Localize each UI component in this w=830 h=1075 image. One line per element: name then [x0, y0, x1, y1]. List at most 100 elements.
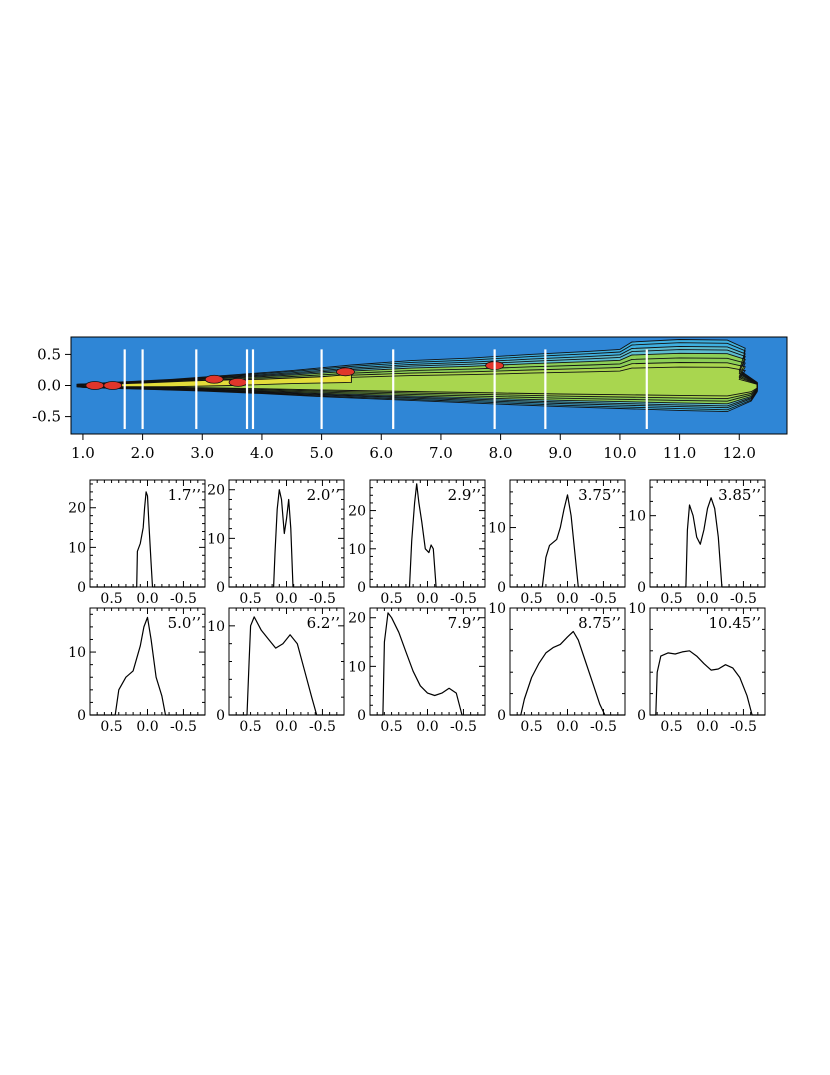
- panel-x-tick-label: 0.0: [416, 591, 438, 607]
- profile-curve: [370, 612, 485, 716]
- panel-label: 3.85’’: [718, 486, 761, 504]
- panel-label: 2.9’’: [448, 486, 481, 504]
- panel-y-tick-label: 20: [68, 501, 86, 517]
- profile-panels: 0.5 0.0 -0.5 0 10 20 1.7’’ 0.5 0.0 -0.5 0 10 20 2.0’’…: [68, 479, 766, 735]
- map-x-tick-label: 3.0: [190, 444, 214, 462]
- panel-x-tick-label: 0.5: [100, 719, 122, 735]
- panel-label: 3.75’’: [578, 486, 621, 504]
- panel-x-tick-label: -0.5: [309, 591, 336, 607]
- panel-x-tick-label: 0.5: [660, 719, 682, 735]
- map-x-tick-label: 11.0: [663, 444, 696, 462]
- peak-region-5: [336, 367, 355, 377]
- panel-y-tick-label: 10: [207, 619, 225, 635]
- profile-panel: 0.5 0.0 -0.5 0 10 3.85’’: [628, 479, 766, 607]
- profile-curve: [650, 497, 765, 588]
- panel-y-tick-label: 0: [357, 580, 366, 596]
- panel-y-tick-label: 0: [357, 708, 366, 724]
- panel-label: 5.0’’: [168, 614, 201, 632]
- panel-y-tick-label: 0: [637, 708, 646, 724]
- profile-curve: [510, 494, 625, 588]
- panel-x-tick-label: 0.5: [660, 591, 682, 607]
- jet-body: [76, 339, 758, 413]
- peak-region-3: [204, 374, 224, 384]
- panel-label: 2.0’’: [307, 486, 340, 504]
- panel-y-tick-label: 0: [216, 580, 225, 596]
- panel-y-tick-label: 10: [488, 601, 506, 617]
- profile-panel: 0.5 0.0 -0.5 0 10 5.0’’: [68, 607, 206, 735]
- panel-x-tick-label: 0.5: [239, 591, 261, 607]
- map-x-tick-label: 5.0: [310, 444, 334, 462]
- panel-y-tick-label: 10: [628, 509, 646, 525]
- panel-x-tick-label: -0.5: [590, 591, 617, 607]
- panel-x-tick-label: 0.0: [696, 591, 718, 607]
- panel-label: 8.75’’: [578, 614, 621, 632]
- profile-panel: 0.5 0.0 -0.5 0 10 20 2.9’’: [348, 479, 486, 607]
- panel-y-tick-label: 10: [68, 645, 86, 661]
- panel-x-tick-label: 0.5: [239, 719, 261, 735]
- panel-x-tick-label: 0.0: [556, 719, 578, 735]
- map-x-tick-label: 2.0: [131, 444, 155, 462]
- profile-panel: 0.5 0.0 -0.5 0 10 3.75’’: [488, 479, 626, 607]
- panel-y-tick-label: 10: [488, 521, 506, 537]
- panel-y-tick-label: 20: [207, 483, 225, 499]
- panel-label: 10.45’’: [709, 614, 761, 632]
- panel-y-tick-label: 0: [216, 708, 225, 724]
- panel-label: 6.2’’: [307, 614, 340, 632]
- panel-y-tick-label: 0: [77, 580, 86, 596]
- peak-region-1: [85, 381, 105, 390]
- panel-label: 1.7’’: [168, 486, 201, 504]
- map-x-tick-label: 12.0: [723, 444, 756, 462]
- map-x-tick-label: 7.0: [429, 444, 453, 462]
- panel-x-tick-label: -0.5: [450, 591, 477, 607]
- map-x-tick-label: 6.0: [369, 444, 393, 462]
- panel-x-tick-label: -0.5: [170, 719, 197, 735]
- profile-curve: [370, 483, 485, 588]
- profile-curve: [650, 650, 765, 716]
- profile-curve: [229, 489, 344, 588]
- peak-region-4: [228, 377, 248, 387]
- profile-panel: 0.5 0.0 -0.5 0 10 8.75’’: [488, 601, 626, 735]
- map-x-tick-label: 9.0: [548, 444, 572, 462]
- panel-y-tick-label: 10: [348, 542, 366, 558]
- panel-x-tick-label: 0.5: [520, 591, 542, 607]
- map-y-tick-label: 0.0: [37, 377, 61, 395]
- panel-x-tick-label: -0.5: [450, 719, 477, 735]
- panel-x-tick-label: 0.0: [275, 719, 297, 735]
- panel-y-tick-label: 20: [348, 611, 366, 627]
- panel-x-tick-label: -0.5: [730, 719, 757, 735]
- panel-x-tick-label: 0.0: [556, 591, 578, 607]
- profile-panel: 0.5 0.0 -0.5 0 10 20 7.9’’: [348, 607, 486, 735]
- contour-line-2: [76, 349, 758, 407]
- panel-x-tick-label: 0.5: [520, 719, 542, 735]
- panel-y-tick-label: 20: [348, 504, 366, 520]
- panel-x-tick-label: 0.0: [275, 591, 297, 607]
- panel-y-tick-label: 0: [637, 580, 646, 596]
- contour-line-3: [76, 357, 758, 402]
- contour-line-4: [76, 366, 758, 397]
- map-x-tick-label: 10.0: [603, 444, 636, 462]
- profile-panel: 0.5 0.0 -0.5 0 10 6.2’’: [207, 607, 345, 735]
- profile-curve: [90, 491, 205, 588]
- panel-x-tick-label: -0.5: [170, 591, 197, 607]
- profile-curve: [229, 616, 344, 716]
- profile-curve: [90, 616, 205, 716]
- panel-x-tick-label: 0.0: [416, 719, 438, 735]
- panel-x-tick-label: -0.5: [730, 591, 757, 607]
- panel-x-tick-label: 0.5: [380, 591, 402, 607]
- profile-panel: 0.5 0.0 -0.5 0 10 20 2.0’’: [207, 479, 345, 607]
- panel-x-tick-label: 0.5: [380, 719, 402, 735]
- jet-intensity-map: 1.0 2.0 3.0 4.0 5.0 6.0 7.0 8.0 9.0 10.0 11.0 12.0 0…: [32, 336, 788, 462]
- profile-panel: 0.5 0.0 -0.5 0 10 10.45’’: [628, 601, 766, 735]
- map-x-tick-label: 4.0: [250, 444, 274, 462]
- map-x-tick-label: 8.0: [489, 444, 513, 462]
- panel-x-tick-label: -0.5: [590, 719, 617, 735]
- panel-y-tick-label: 0: [497, 708, 506, 724]
- panel-y-tick-label: 10: [628, 601, 646, 617]
- panel-label: 7.9’’: [448, 614, 481, 632]
- panel-x-tick-label: 0.0: [696, 719, 718, 735]
- panel-y-tick-label: 0: [497, 580, 506, 596]
- map-x-tick-label: 1.0: [71, 444, 95, 462]
- panel-x-tick-label: 0.0: [136, 719, 158, 735]
- panel-y-tick-label: 10: [348, 659, 366, 675]
